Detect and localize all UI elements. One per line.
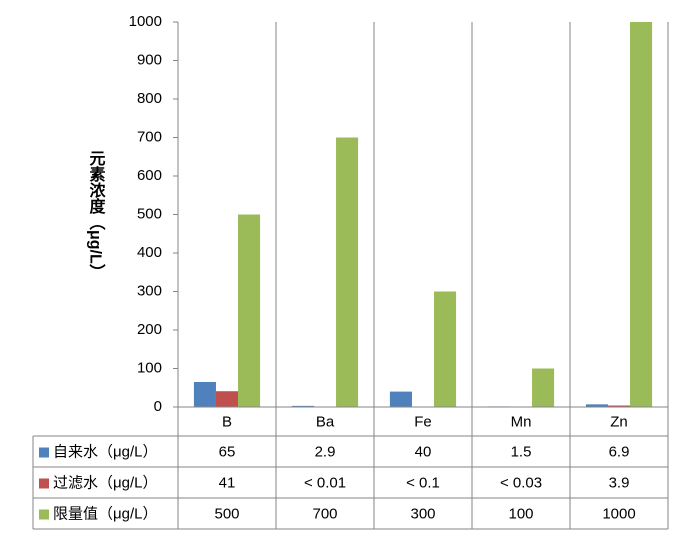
x-tick-label: B bbox=[222, 413, 232, 430]
bar bbox=[291, 405, 314, 407]
table-value: 40 bbox=[415, 443, 432, 460]
bar bbox=[434, 291, 457, 407]
y-tick-label: 500 bbox=[137, 205, 162, 222]
bar bbox=[336, 137, 359, 407]
legend-swatch bbox=[39, 478, 49, 489]
y-tick-label: 600 bbox=[137, 167, 162, 184]
bar bbox=[389, 391, 412, 407]
y-tick-label: 300 bbox=[137, 282, 162, 299]
y-tick-label: 200 bbox=[137, 321, 162, 338]
bar bbox=[238, 214, 261, 407]
y-tick-label: 800 bbox=[137, 90, 162, 107]
x-tick-label: Zn bbox=[610, 413, 628, 430]
table-value: 1000 bbox=[602, 505, 635, 522]
table-value: 6.9 bbox=[609, 443, 630, 460]
y-tick-label: 0 bbox=[154, 398, 162, 415]
x-tick-label: Ba bbox=[316, 413, 335, 430]
bar bbox=[630, 22, 653, 407]
table-value: 65 bbox=[219, 443, 236, 460]
table-value: < 0.01 bbox=[304, 474, 346, 491]
table-value: < 0.03 bbox=[500, 474, 542, 491]
table-value: 500 bbox=[214, 505, 239, 522]
x-tick-label: Mn bbox=[511, 413, 532, 430]
bar bbox=[607, 405, 631, 407]
y-axis-label: 元素浓度（μg/L） bbox=[87, 150, 106, 280]
y-tick-label: 100 bbox=[137, 359, 162, 376]
bar bbox=[215, 391, 239, 407]
bar bbox=[532, 368, 555, 407]
table-value: < 0.1 bbox=[406, 474, 440, 491]
table-value: 300 bbox=[410, 505, 435, 522]
table-value: 1.5 bbox=[511, 443, 532, 460]
y-tick-label: 400 bbox=[137, 244, 162, 261]
y-tick-label: 900 bbox=[137, 51, 162, 68]
bar bbox=[193, 381, 216, 407]
table-value: 2.9 bbox=[315, 443, 336, 460]
y-tick-label: 700 bbox=[137, 128, 162, 145]
x-tick-label: Fe bbox=[414, 413, 432, 430]
legend-label: 自来水（μg/L） bbox=[53, 443, 158, 460]
table-value: 41 bbox=[219, 474, 236, 491]
table-value: 700 bbox=[312, 505, 337, 522]
legend-swatch bbox=[39, 447, 49, 458]
legend-label: 限量值（μg/L） bbox=[53, 505, 158, 522]
table-value: 100 bbox=[508, 505, 533, 522]
legend-label: 过滤水（μg/L） bbox=[53, 474, 158, 491]
bar bbox=[585, 404, 608, 407]
legend-swatch bbox=[39, 509, 49, 520]
table-value: 3.9 bbox=[609, 474, 630, 491]
y-tick-label: 1000 bbox=[129, 13, 162, 30]
